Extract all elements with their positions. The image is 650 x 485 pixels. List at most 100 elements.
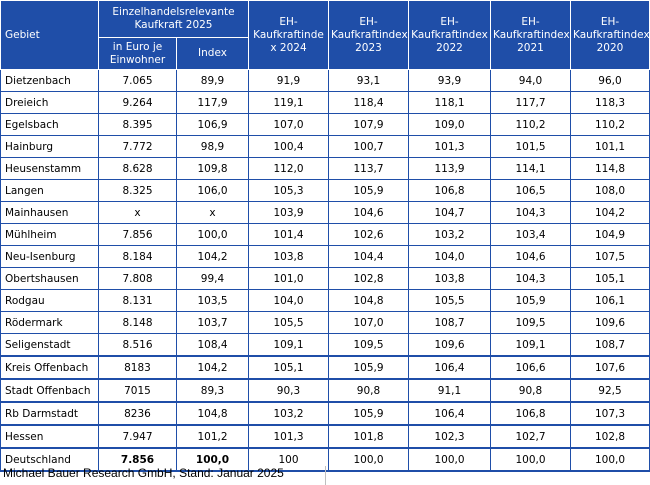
table-row: Egelsbach 8.395 106,9 107,0 107,9 109,0 110,2 1… — [0, 113, 650, 136]
cell-2023: 102,8 — [328, 267, 409, 290]
cell-2021: 94,0 — [490, 69, 571, 92]
cell-2022: 109,0 — [408, 113, 491, 136]
cell-2024: 100,4 — [248, 135, 329, 158]
cell-2022: 103,8 — [408, 267, 491, 290]
table-row: Neu-Isenburg 8.184 104,2 103,8 104,4 104,0 104… — [0, 245, 650, 268]
table-row: Kreis Offenbach 8183 104,2 105,1 105,9 106,4 1… — [0, 356, 650, 380]
table-row: Mainhausen x x 103,9 104,6 104,7 104,3 104,2 — [0, 201, 650, 224]
table-row: Rödermark 8.148 103,7 105,5 107,0 108,7 109,5 1… — [0, 311, 650, 334]
cell-2024: 101,4 — [248, 223, 329, 246]
cell-2021: 105,9 — [490, 289, 571, 312]
cell-2021: 106,6 — [490, 356, 571, 380]
header-group-title: Einzelhandelsrelevante Kaufkraft 2025 — [98, 0, 249, 38]
cell-2021: 117,7 — [490, 91, 571, 114]
header-gebiet: Gebiet — [0, 0, 99, 70]
cell-2024: 103,9 — [248, 201, 329, 224]
cell-2023: 90,8 — [328, 379, 409, 403]
cell-gebiet: Mainhausen — [0, 201, 99, 224]
cell-gebiet: Dreieich — [0, 91, 99, 114]
cell-2022: 106,4 — [408, 356, 491, 380]
cell-index: 98,9 — [176, 135, 249, 158]
cell-2021: 109,1 — [490, 333, 571, 357]
cell-euro: 8.516 — [98, 333, 177, 357]
cell-2023: 118,4 — [328, 91, 409, 114]
cell-2020: 107,3 — [570, 402, 650, 426]
table-row: Hainburg 7.772 98,9 100,4 100,7 101,3 101,5 101… — [0, 135, 650, 158]
cell-2020: 96,0 — [570, 69, 650, 92]
cell-euro: 8.395 — [98, 113, 177, 136]
table-row: Langen 8.325 106,0 105,3 105,9 106,8 106,5 108,… — [0, 179, 650, 202]
cell-euro: 8.184 — [98, 245, 177, 268]
cell-2021: 110,2 — [490, 113, 571, 136]
cell-gebiet: Hainburg — [0, 135, 99, 158]
cell-2023: 100,7 — [328, 135, 409, 158]
cell-2021: 104,3 — [490, 201, 571, 224]
cell-2023: 113,7 — [328, 157, 409, 180]
cell-gebiet: Kreis Offenbach — [0, 356, 99, 380]
cell-2021: 104,3 — [490, 267, 571, 290]
cell-2024: 103,2 — [248, 402, 329, 426]
cell-2024: 105,5 — [248, 311, 329, 334]
cell-2022: 113,9 — [408, 157, 491, 180]
cell-gebiet: Rödermark — [0, 311, 99, 334]
cell-2021: 114,1 — [490, 157, 571, 180]
cell-2024: 107,0 — [248, 113, 329, 136]
cell-2023: 105,9 — [328, 179, 409, 202]
cell-gebiet: Rodgau — [0, 289, 99, 312]
cell-2022: 91,1 — [408, 379, 491, 403]
cell-euro: 7015 — [98, 379, 177, 403]
cell-euro: 8236 — [98, 402, 177, 426]
cell-euro: 8.148 — [98, 311, 177, 334]
kaufkraft-table-container: Gebiet Einzelhandelsrelevante Kaufkraft … — [0, 0, 650, 472]
cell-2024: 104,0 — [248, 289, 329, 312]
cell-2020: 105,1 — [570, 267, 650, 290]
cell-gebiet: Langen — [0, 179, 99, 202]
cell-2020: 108,7 — [570, 333, 650, 357]
cell-2022: 104,0 — [408, 245, 491, 268]
cell-2020: 118,3 — [570, 91, 650, 114]
cell-index: 103,7 — [176, 311, 249, 334]
cell-2020: 100,0 — [570, 448, 650, 472]
cell-2023: 109,5 — [328, 333, 409, 357]
cell-2021: 100,0 — [490, 448, 571, 472]
cell-euro: 7.856 — [98, 223, 177, 246]
cell-euro: 8.628 — [98, 157, 177, 180]
cell-2023: 107,0 — [328, 311, 409, 334]
cell-index: 104,2 — [176, 356, 249, 380]
cell-2023: 104,6 — [328, 201, 409, 224]
cell-2024: 112,0 — [248, 157, 329, 180]
cell-euro: 7.856 — [98, 448, 177, 472]
cell-2023: 100,0 — [328, 448, 409, 472]
cell-index: 117,9 — [176, 91, 249, 114]
cell-euro: 8183 — [98, 356, 177, 380]
cell-2024: 101,3 — [248, 425, 329, 449]
cell-index: 99,4 — [176, 267, 249, 290]
header-col-2021: EH-Kaufkraftindex 2021 — [490, 0, 571, 70]
cell-index: 101,2 — [176, 425, 249, 449]
table-row: Dietzenbach 7.065 89,9 91,9 93,1 93,9 94,0 96,0 — [0, 69, 650, 92]
cell-2020: 109,6 — [570, 311, 650, 334]
cell-2024: 101,0 — [248, 267, 329, 290]
cell-euro: 7.065 — [98, 69, 177, 92]
cell-2020: 104,9 — [570, 223, 650, 246]
cell-2020: 101,1 — [570, 135, 650, 158]
header-col-2023: EH-Kaufkraftindex 2023 — [328, 0, 409, 70]
cell-2024: 103,8 — [248, 245, 329, 268]
cell-2022: 108,7 — [408, 311, 491, 334]
cell-gebiet: Stadt Offenbach — [0, 379, 99, 403]
cell-index: 104,8 — [176, 402, 249, 426]
cell-2024: 105,3 — [248, 179, 329, 202]
cell-2022: 104,7 — [408, 201, 491, 224]
cell-2020: 106,1 — [570, 289, 650, 312]
header-col-2020: EH-Kaufkraftindex 2020 — [570, 0, 650, 70]
table-row: Rb Darmstadt 8236 104,8 103,2 105,9 106,4 106,… — [0, 402, 650, 426]
cell-2020: 114,8 — [570, 157, 650, 180]
cell-2022: 118,1 — [408, 91, 491, 114]
cell-2021: 101,5 — [490, 135, 571, 158]
cell-euro: 8.325 — [98, 179, 177, 202]
cell-gebiet: Heusenstamm — [0, 157, 99, 180]
cell-euro: 7.947 — [98, 425, 177, 449]
header-col-2022: EH-Kaufkraftindex 2022 — [408, 0, 491, 70]
cell-euro: 7.772 — [98, 135, 177, 158]
cell-2022: 101,3 — [408, 135, 491, 158]
